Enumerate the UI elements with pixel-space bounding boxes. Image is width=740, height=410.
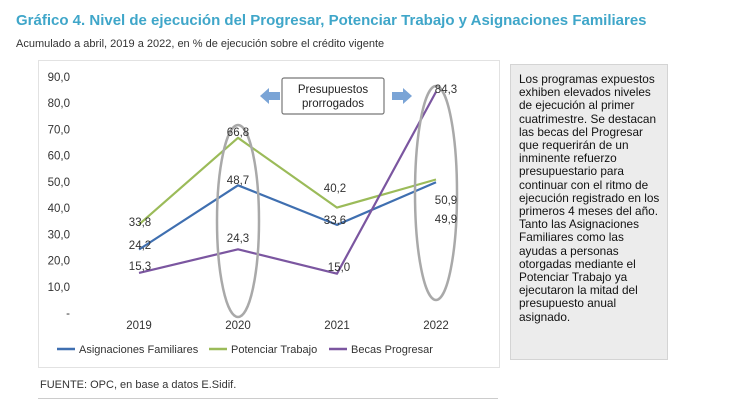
legend-label-potenciar-trabajo: Potenciar Trabajo: [231, 344, 317, 356]
callout-text-line-2: prorrogados: [302, 98, 364, 110]
data-label-becas-progresar: 84,3: [435, 84, 457, 96]
callout-text-line-1: Presupuestos: [298, 84, 369, 96]
arrow-left-icon: [260, 88, 280, 104]
x-tick-label: 2022: [423, 320, 449, 332]
y-tick-label: 30,0: [48, 229, 70, 241]
data-label-becas-progresar: 24,3: [227, 233, 249, 245]
side-note-panel: Los programas expuestos exhiben elevados…: [510, 64, 668, 360]
y-tick-label: 70,0: [48, 124, 70, 136]
source-note: FUENTE: OPC, en base a datos E.Sidif.: [40, 379, 237, 391]
series-line-potenciar-trabajo: [138, 136, 437, 226]
data-label-asignaciones-familiares: 33,6: [324, 215, 346, 227]
chart-area: - 10,0 20,0 30,0 40,0 50,0 60,0 70,0 80,0 90,0 201…: [38, 60, 500, 368]
data-label-becas-progresar: 15,3: [129, 261, 151, 273]
x-tick-label: 2020: [225, 320, 251, 332]
data-label-becas-progresar: 15,0: [328, 262, 350, 274]
arrow-right-icon: [392, 88, 412, 104]
y-tick-label: 10,0: [48, 282, 70, 294]
y-tick-label: 40,0: [48, 203, 70, 215]
series-line-becas-progresar: [138, 91, 437, 275]
data-label-potenciar-trabajo: 40,2: [324, 183, 346, 195]
y-tick-label: 20,0: [48, 256, 70, 268]
callout-box: [281, 77, 385, 115]
highlight-ellipse-2022: [413, 84, 459, 302]
legend-label-becas-progresar: Becas Progresar: [351, 344, 433, 356]
x-tick-label: 2021: [324, 320, 350, 332]
data-label-asignaciones-familiares: 49,9: [435, 214, 457, 226]
data-label-potenciar-trabajo: 66,8: [227, 127, 249, 139]
data-label-potenciar-trabajo: 33,8: [129, 217, 151, 229]
data-label-asignaciones-familiares: 48,7: [227, 175, 249, 187]
x-tick-label: 2019: [126, 320, 152, 332]
line-chart: - 10,0 20,0 30,0 40,0 50,0 60,0 70,0 80,0 90,0 201…: [48, 72, 459, 356]
data-label-potenciar-trabajo: 50,9: [435, 195, 457, 207]
y-tick-label: 80,0: [48, 98, 70, 110]
chart-title: Gráfico 4. Nivel de ejecución del Progre…: [16, 12, 647, 29]
y-tick-label: -: [66, 308, 70, 320]
y-tick-label: 50,0: [48, 177, 70, 189]
highlight-ellipse-2020: [215, 123, 261, 319]
data-label-asignaciones-familiares: 24,2: [129, 240, 151, 252]
source-divider: [38, 398, 498, 399]
y-tick-label: 60,0: [48, 151, 70, 163]
y-tick-label: 90,0: [48, 72, 70, 84]
legend-label-asignaciones-familiares: Asignaciones Familiares: [79, 344, 199, 356]
series-line-asignaciones-familiares: [138, 181, 437, 251]
chart-subtitle: Acumulado a abril, 2019 a 2022, en % de …: [16, 38, 385, 50]
